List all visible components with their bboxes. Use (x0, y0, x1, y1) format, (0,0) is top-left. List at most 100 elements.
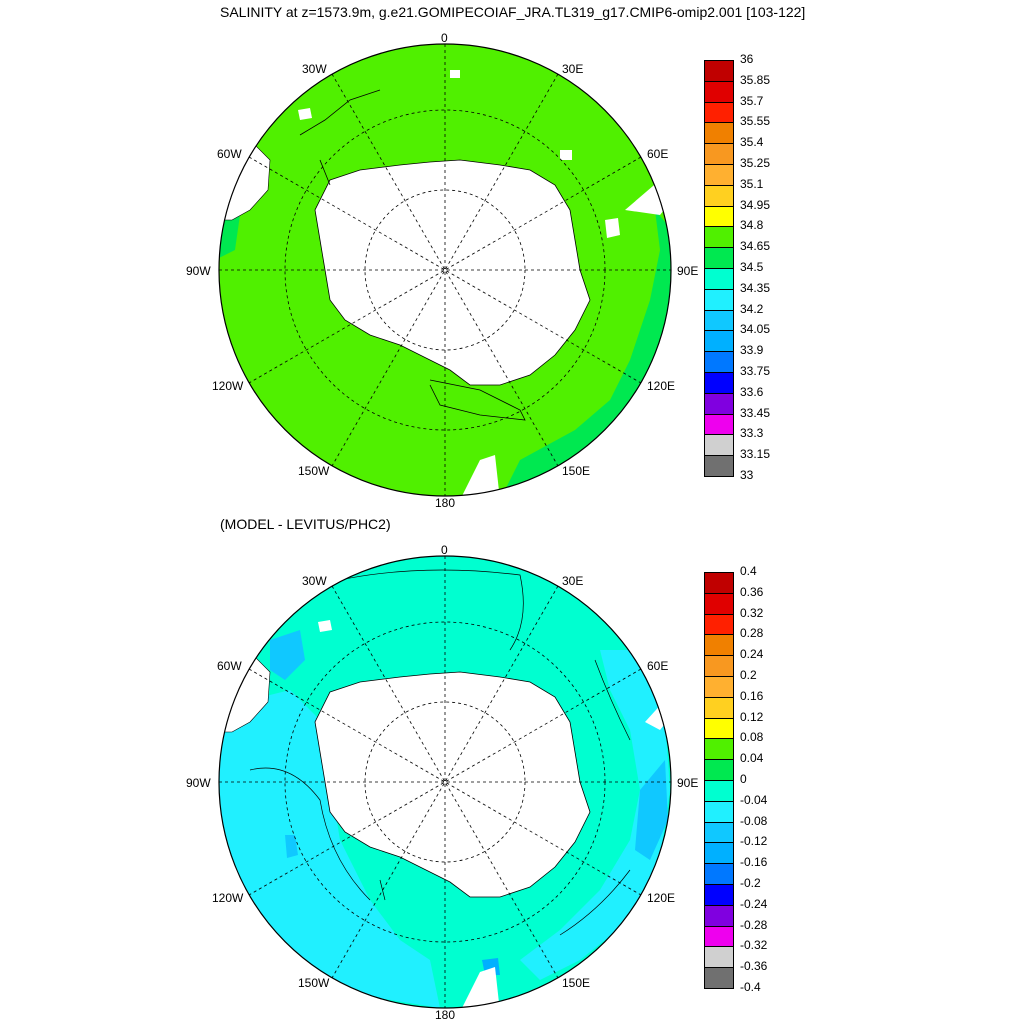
bottom-colorbar-swatch (704, 842, 734, 865)
top-lon-label-0: 0 (441, 31, 448, 45)
top-colorbar-swatch (704, 330, 734, 353)
top-colorbar-swatch (704, 164, 734, 186)
bottom-map-border (218, 555, 672, 1009)
bottom-colorbar-swatch (704, 967, 734, 989)
top-colorbar-swatch (704, 247, 734, 269)
bottom-colorbar-label: -0.08 (740, 813, 768, 828)
new-zealand-land-bottom (460, 967, 500, 1008)
top-lon-label-90e: 90E (677, 264, 699, 278)
bottom-colorbar-label: 0 (740, 772, 747, 786)
bottom-colorbar-swatch (704, 800, 734, 823)
top-colorbar-label: 33 (740, 468, 754, 482)
bottom-colorbar-swatch (704, 613, 734, 636)
top-colorbar-label: 35.25 (740, 156, 771, 170)
top-colorbar-swatch (704, 372, 734, 394)
bottom-colorbar-label: 0.24 (740, 647, 764, 662)
bottom-colorbar-label: 0.2 (740, 668, 757, 682)
bottom-lon-label-150e: 150E (562, 976, 591, 990)
top-colorbar: 36 35.85 35.7 35.55 35.4 35.25 35.1 34.95 34.8 34… (704, 52, 824, 482)
top-lon-label-120w: 120W (212, 379, 244, 393)
bottom-colorbar-label: 0.4 (740, 564, 757, 578)
top-colorbar-label: 35.4 (740, 135, 764, 150)
bottom-lon-label-150w: 150W (298, 976, 330, 990)
bottom-lon-label-60e: 60E (647, 659, 669, 673)
top-colorbar-label: 34.95 (740, 197, 771, 212)
bottom-colorbar-swatch (704, 759, 734, 781)
top-colorbar-label: 34.35 (740, 280, 771, 295)
bottom-lon-label-180: 180 (435, 1008, 456, 1022)
small-island-ne (560, 150, 572, 160)
bottom-colorbar-label: -0.12 (740, 834, 768, 849)
top-map-grid (219, 44, 671, 496)
bottom-colorbar-swatch (704, 696, 734, 719)
bottom-colorbar-swatch (704, 592, 734, 615)
top-colorbar-swatch (704, 122, 734, 145)
difference-field-low-east (635, 760, 668, 860)
bottom-colorbar-swatch (704, 821, 734, 844)
top-colorbar-swatch (704, 455, 734, 477)
top-colorbar-label: 33.75 (740, 364, 771, 378)
bottom-colorbar-swatch (704, 863, 734, 885)
top-lon-label-150w: 150W (298, 464, 330, 478)
bottom-colorbar-swatch (704, 738, 734, 761)
top-lon-label-180: 180 (435, 496, 456, 510)
bottom-difference-map (219, 556, 671, 1008)
bottom-colorbar-label: 0.08 (740, 730, 764, 745)
bottom-colorbar-swatch (704, 884, 734, 906)
top-colorbar-label: 33.6 (740, 384, 764, 399)
top-colorbar-label: 35.85 (740, 72, 771, 87)
bottom-colorbar-label: -0.32 (740, 938, 768, 953)
bottom-colorbar-label: 0.04 (740, 751, 764, 766)
top-colorbar-swatch (704, 268, 734, 290)
bottom-lon-label-60w: 60W (217, 659, 242, 673)
bottom-colorbar-label: 0.36 (740, 584, 764, 599)
bottom-colorbar-label: -0.2 (740, 876, 761, 890)
bottom-colorbar-swatch (704, 717, 734, 740)
bottom-colorbar-swatch (704, 634, 734, 657)
top-colorbar-label: 34.05 (740, 322, 771, 337)
top-colorbar-label: 36 (740, 52, 754, 66)
top-colorbar-label: 34.8 (740, 218, 764, 233)
top-map-border (218, 43, 672, 497)
top-colorbar-label: 34.65 (740, 239, 771, 254)
top-colorbar-label: 35.55 (740, 114, 771, 129)
small-island-north (450, 70, 460, 78)
bottom-colorbar-label: -0.4 (740, 980, 761, 994)
bottom-colorbar: 0.4 0.36 0.32 0.28 0.24 0.2 0.16 0.12 0.08 0.04 0 -… (704, 564, 824, 994)
difference-field-west-band (219, 690, 440, 1008)
bottom-colorbar-label: -0.28 (740, 917, 768, 932)
bottom-lon-label-90w: 90W (186, 776, 211, 790)
top-lon-label-120e: 120E (647, 379, 676, 393)
top-lon-label-30w: 30W (302, 62, 327, 76)
bottom-lon-label-120e: 120E (647, 891, 676, 905)
top-colorbar-swatch (704, 413, 734, 436)
bottom-colorbar-swatch (704, 946, 734, 969)
top-colorbar-swatch (704, 143, 734, 165)
top-colorbar-swatch (704, 226, 734, 249)
bottom-map-title: (MODEL - LEVITUS/PHC2) (220, 516, 391, 532)
top-lon-label-60w: 60W (217, 147, 242, 161)
bottom-colorbar-label: -0.36 (740, 959, 768, 974)
bottom-map-grid (219, 556, 671, 1008)
bottom-lon-label-30e: 30E (562, 574, 584, 588)
top-colorbar-label: 33.15 (740, 447, 771, 462)
difference-field-low-nw (270, 630, 305, 680)
difference-field-low-west (285, 835, 298, 858)
top-colorbar-swatch (704, 184, 734, 207)
antarctica-land-bottom (314, 671, 591, 898)
bottom-colorbar-label: 0.28 (740, 626, 764, 641)
top-colorbar-swatch (704, 392, 734, 415)
top-lon-label-90w: 90W (186, 264, 211, 278)
south-georgia-island (298, 108, 312, 120)
bottom-colorbar-swatch (704, 676, 734, 698)
bottom-colorbar-label: 0.12 (740, 709, 764, 724)
bottom-colorbar-swatch (704, 655, 734, 677)
top-colorbar-label: 33.45 (740, 405, 771, 420)
top-colorbar-swatch (704, 205, 734, 228)
top-colorbar-label: 34.2 (740, 301, 764, 316)
top-colorbar-label: 35.1 (740, 176, 764, 191)
top-colorbar-label: 34.5 (740, 260, 764, 274)
small-island-e (605, 218, 620, 238)
top-colorbar-swatch (704, 101, 734, 124)
